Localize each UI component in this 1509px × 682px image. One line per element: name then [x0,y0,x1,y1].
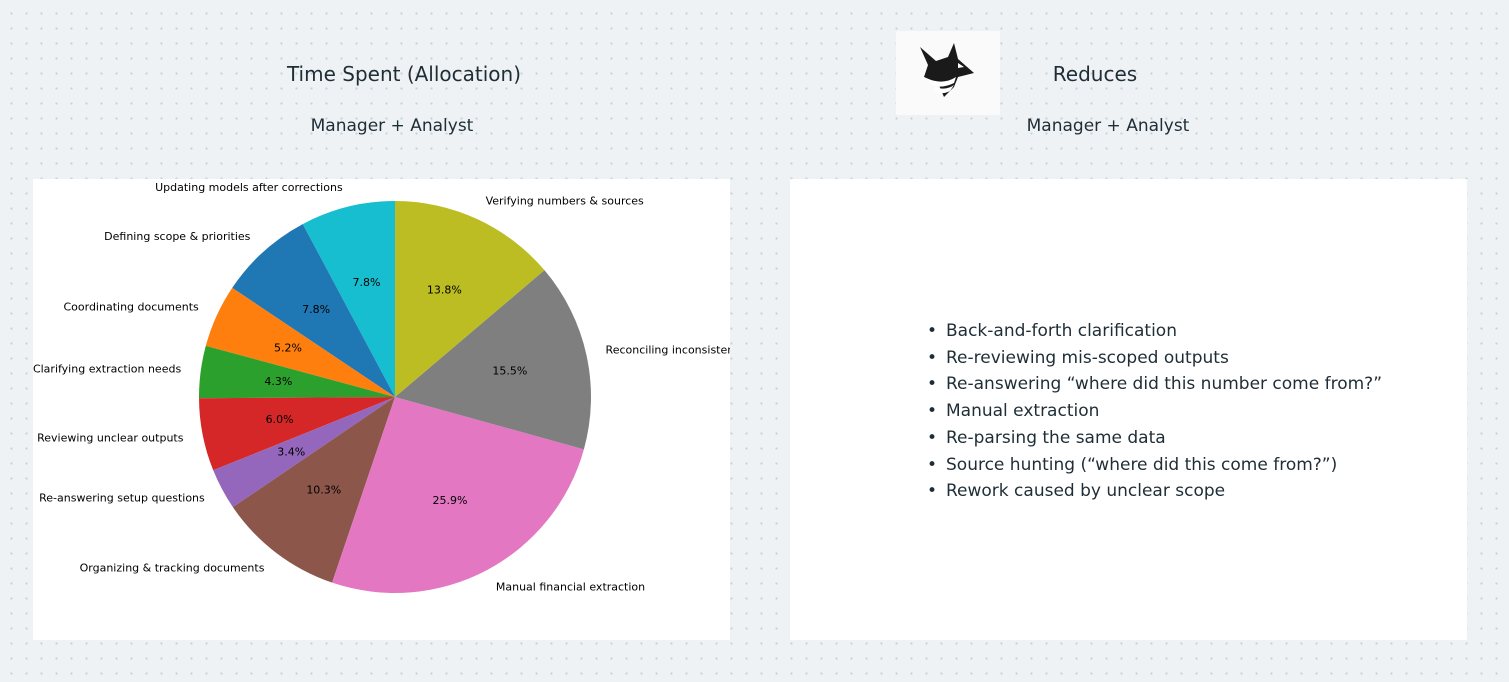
pie-pct-label: 13.8% [427,283,462,296]
pie-pct-label: 15.5% [492,365,527,378]
pie-chart: 7.8% Updating models after corrections 7.8… [33,181,730,594]
reduces-title: Reduces [1052,62,1138,86]
pie-pct-label: 7.8% [352,276,380,289]
list-item: Re-answering “where did this number come… [927,371,1382,398]
pie-category-label: Manual financial extraction [496,581,645,594]
pie-category-label: Reviewing unclear outputs [37,432,184,445]
pie-category-label: Organizing & tracking documents [80,562,265,575]
pie-category-label: Coordinating documents [63,301,199,314]
pie-pct-label: 25.9% [433,494,468,507]
reduces-subtitle: Manager + Analyst [1026,116,1190,136]
list-item: Rework caused by unclear scope [927,478,1382,505]
wolf-logo [896,31,1000,115]
pie-slice-reconciling-inconsistencies [395,270,591,450]
pie-pct-label: 4.3% [264,375,292,388]
pie-slice-updating-models-after-corrections [302,201,395,397]
pie-category-label: Updating models after corrections [155,181,343,194]
pie-category-label: Defining scope & priorities [104,230,250,243]
pie-slice-reviewing-unclear-outputs [199,397,395,471]
pie-chart-card: 7.8% Updating models after corrections 7.8… [33,179,730,640]
pie-pct-label: 7.8% [302,303,330,316]
list-item: Source hunting (“where did this come fro… [927,452,1382,479]
pie-category-label: Re-answering setup questions [39,491,205,504]
pie-category-label: Reconciling inconsistencies [606,344,730,357]
list-item: Re-reviewing mis-scoped outputs [927,345,1382,372]
pie-category-label: Verifying numbers & sources [486,194,644,207]
list-item: Re-parsing the same data [927,425,1382,452]
list-item: Back-and-forth clarification [927,318,1382,345]
pie-pct-label: 10.3% [306,484,341,497]
list-item: Manual extraction [927,398,1382,425]
pie-slice-clarifying-extraction-needs [199,345,395,399]
chart-section-title: Time Spent (Allocation) [286,62,522,86]
pie-slice-defining-scope-priorities [232,224,395,397]
chart-section-subtitle: Manager + Analyst [310,116,474,136]
pie-slice-organizing-tracking-documents [232,397,395,583]
pie-slice-coordinating-documents [205,287,395,397]
pie-category-label: Clarifying extraction needs [33,362,181,375]
reduces-list: Back-and-forth clarification Re-reviewin… [927,318,1382,505]
pie-slice-manual-financial-extraction [332,397,584,593]
reduces-card: Back-and-forth clarification Re-reviewin… [790,179,1467,640]
pie-pct-label: 5.2% [274,341,302,354]
pie-pct-label: 6.0% [266,413,294,426]
pie-slice-verifying-numbers-sources [395,201,545,397]
wolf-logo-icon [920,43,974,97]
pie-pct-label: 3.4% [277,445,305,458]
pie-slice-re-answering-setup-questions [213,397,395,508]
